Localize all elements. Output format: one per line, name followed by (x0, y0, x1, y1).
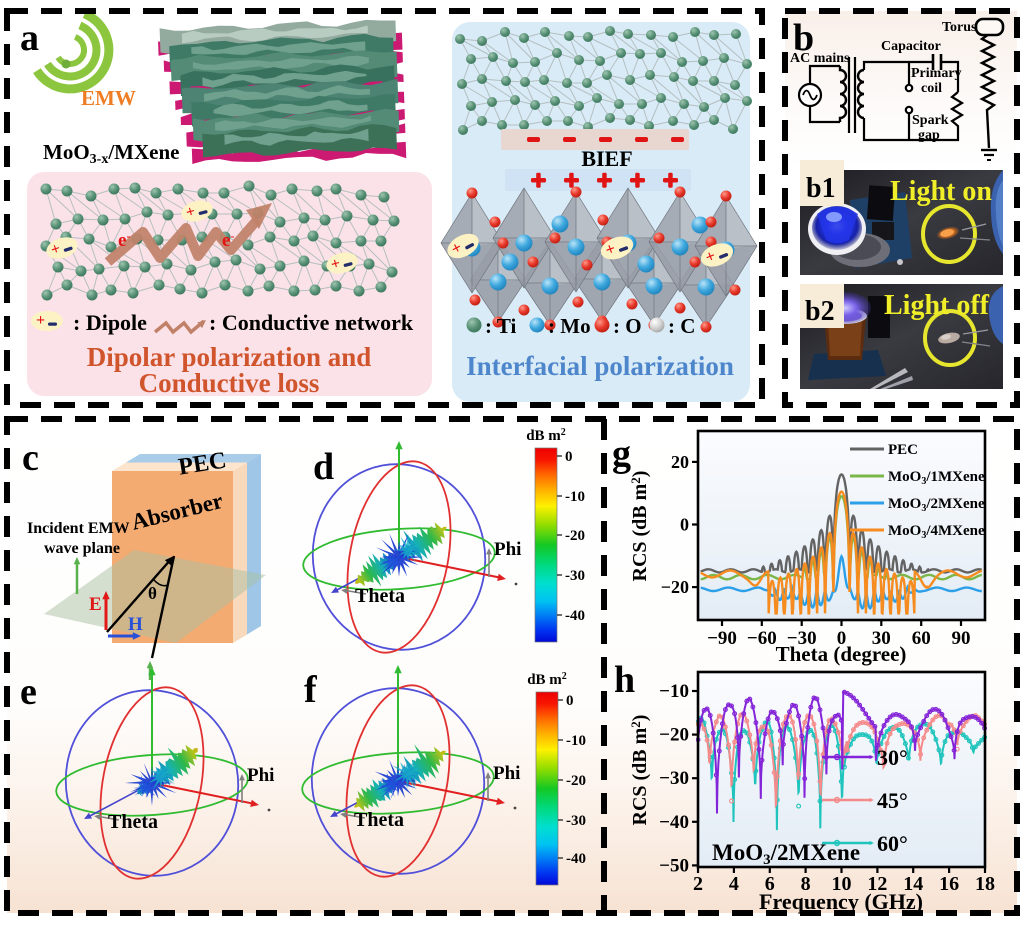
svg-text:-10: -10 (566, 733, 586, 749)
svg-text:Phi: Phi (494, 539, 521, 560)
svg-text:PEC: PEC (888, 442, 918, 458)
svg-text:+: + (184, 203, 197, 222)
svg-text:RCS (dB m2): RCS (dB m2) (628, 471, 651, 582)
svg-text:+: + (329, 255, 342, 274)
svg-text:0: 0 (565, 449, 573, 465)
svg-text:e: e (20, 671, 37, 713)
svg-text:: Mo: : Mo (548, 314, 591, 338)
svg-text:-20: -20 (566, 773, 586, 789)
svg-text:dB m2: dB m2 (526, 427, 566, 444)
svg-text:Dipolar polarization and: Dipolar polarization and (87, 342, 372, 372)
svg-text:: O: : O (613, 314, 642, 338)
svg-text:θ: θ (148, 584, 157, 603)
svg-text:−20: −20 (659, 725, 689, 746)
svg-text:Light off: Light off (884, 290, 990, 321)
svg-text:6: 6 (765, 873, 775, 895)
svg-text:E: E (89, 594, 102, 615)
svg-text:BIEF: BIEF (581, 146, 632, 171)
svg-text:8: 8 (801, 873, 811, 895)
svg-text:H: H (128, 614, 143, 635)
svg-text:90: 90 (952, 628, 971, 649)
svg-text:18: 18 (975, 873, 995, 895)
svg-text:wave plane: wave plane (44, 540, 120, 557)
svg-text:−40: −40 (659, 812, 689, 833)
svg-text:−90: −90 (707, 628, 737, 649)
svg-text:MoO3/2MXene: MoO3/2MXene (712, 840, 860, 868)
svg-text:-40: -40 (566, 851, 586, 867)
svg-text:−50: −50 (659, 855, 689, 876)
svg-text:20: 20 (671, 452, 689, 472)
svg-text:Theta: Theta (354, 809, 404, 831)
svg-text:4: 4 (729, 873, 739, 895)
svg-text:RCS (dB m2): RCS (dB m2) (628, 715, 651, 826)
svg-text:12: 12 (867, 873, 887, 895)
svg-text:Spark: Spark (912, 113, 949, 128)
svg-text:MoO3/2MXene: MoO3/2MXene (888, 496, 985, 514)
svg-text:Theta (degree): Theta (degree) (776, 642, 907, 666)
svg-text:60°: 60° (877, 831, 908, 856)
svg-text:: Conductive network: : Conductive network (209, 310, 414, 335)
svg-text:−30: −30 (659, 768, 689, 789)
svg-text:MoO3-x/MXene: MoO3-x/MXene (43, 140, 179, 167)
svg-text:Light on: Light on (890, 176, 992, 207)
svg-text:30: 30 (872, 628, 891, 649)
svg-text:Conductive loss: Conductive loss (139, 368, 320, 398)
svg-text:gap: gap (918, 128, 940, 143)
svg-text:b: b (793, 17, 814, 59)
svg-text:−20: −20 (661, 577, 689, 597)
svg-text:b1: b1 (806, 173, 836, 204)
svg-text:dB m2: dB m2 (527, 671, 567, 688)
svg-text:a: a (20, 17, 39, 59)
svg-text:-10: -10 (565, 489, 585, 505)
svg-text:Theta: Theta (355, 585, 405, 607)
svg-text:Phi: Phi (493, 763, 520, 784)
svg-text:: Ti: : Ti (485, 314, 516, 338)
svg-text:−30: −30 (787, 628, 817, 649)
svg-text:Incident EMW: Incident EMW (27, 520, 130, 537)
svg-text:45°: 45° (877, 788, 908, 813)
svg-text:10: 10 (832, 873, 852, 895)
svg-text:AC mains: AC mains (790, 51, 850, 66)
svg-text:EMW: EMW (81, 86, 136, 110)
svg-text:: Dipole: : Dipole (73, 310, 147, 335)
svg-text:d: d (313, 446, 334, 488)
svg-text:Torus: Torus (942, 20, 977, 35)
svg-text:30°: 30° (877, 745, 908, 770)
svg-text:g: g (612, 433, 631, 475)
svg-text:MoO3/4MXene: MoO3/4MXene (888, 523, 985, 541)
svg-text:b2: b2 (805, 296, 835, 327)
svg-text:0: 0 (837, 628, 847, 649)
svg-text:Capacitor: Capacitor (881, 39, 941, 54)
svg-text:: C: : C (668, 314, 695, 338)
svg-text:16: 16 (939, 873, 959, 895)
svg-text:2: 2 (693, 873, 703, 895)
svg-text:MoO3/1MXene: MoO3/1MXene (888, 469, 985, 487)
svg-text:+: + (36, 312, 45, 329)
svg-text:c: c (22, 437, 39, 479)
svg-text:0: 0 (566, 693, 574, 709)
svg-text:f: f (304, 669, 318, 711)
svg-text:0: 0 (680, 515, 689, 535)
svg-text:−60: −60 (747, 628, 777, 649)
svg-text:Frequency (GHz): Frequency (GHz) (759, 889, 923, 914)
svg-text:Phi: Phi (247, 765, 274, 786)
svg-text:Primary: Primary (911, 66, 962, 81)
svg-text:14: 14 (903, 873, 923, 895)
svg-text:−10: −10 (659, 681, 689, 702)
svg-text:-30: -30 (566, 813, 586, 829)
svg-text:Interfacial polarization: Interfacial polarization (466, 351, 734, 381)
svg-text:-20: -20 (565, 528, 585, 544)
svg-text:coil: coil (921, 81, 942, 96)
svg-text:h: h (614, 659, 635, 701)
svg-text:-30: -30 (565, 568, 585, 584)
svg-text:Theta: Theta (108, 811, 158, 833)
svg-text:60: 60 (912, 628, 931, 649)
svg-text:-40: -40 (565, 608, 585, 624)
